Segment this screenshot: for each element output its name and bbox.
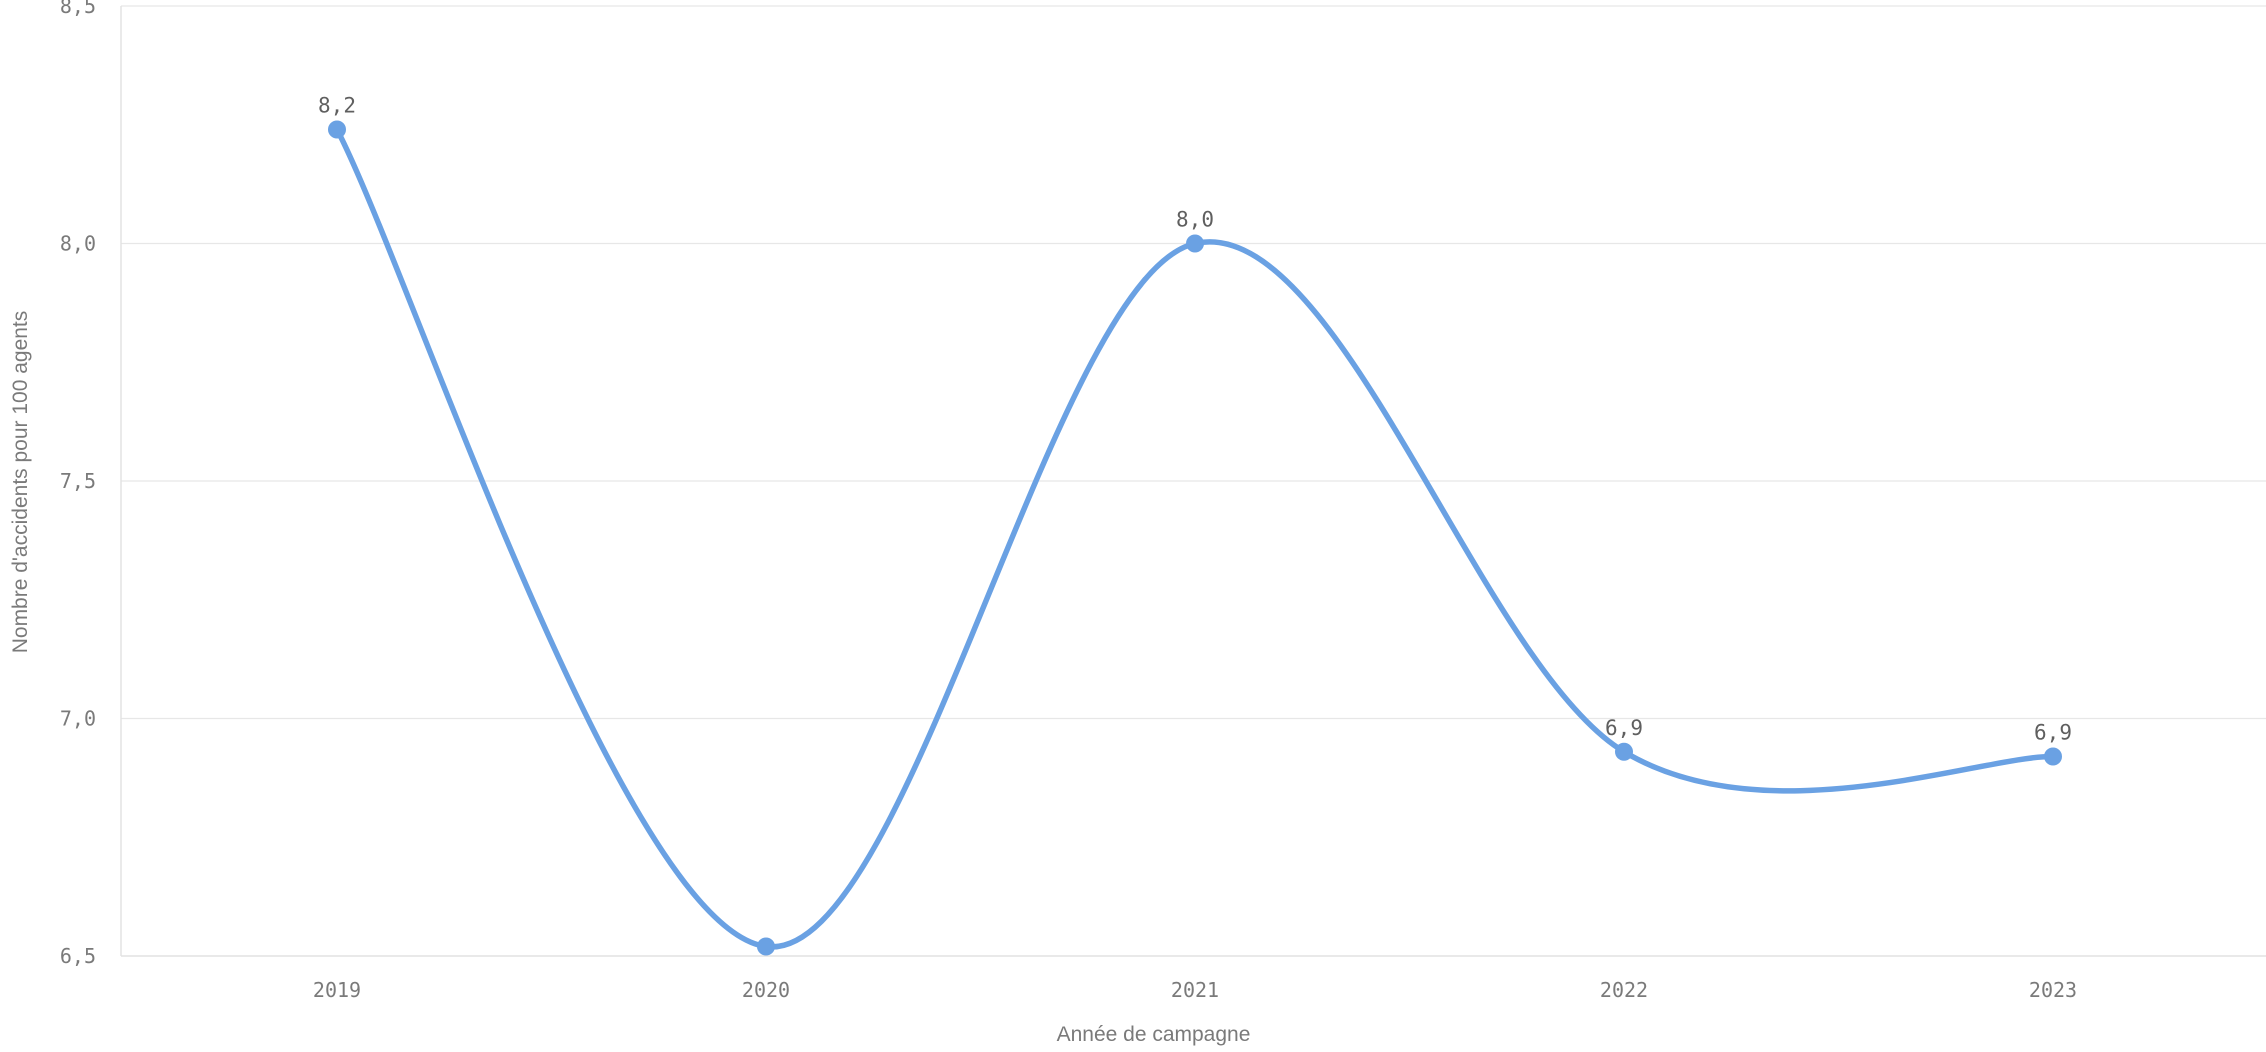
data-label-2023: 6,9 [2034, 721, 2072, 745]
y-tick-labels: 6,5 7,0 7,5 8,0 8,5 [60, 0, 96, 968]
data-labels: 8,2 8,0 6,9 6,9 [318, 94, 2072, 745]
data-point-2019[interactable] [328, 120, 346, 139]
x-tick-label: 2023 [2029, 978, 2077, 1002]
x-axis-title: Année de campagne [1057, 1023, 1251, 1046]
x-tick-label: 2021 [1171, 978, 1219, 1002]
data-point-2022[interactable] [1615, 742, 1633, 761]
y-tick-label: 7,5 [60, 469, 96, 493]
x-tick-labels: 2019 2020 2021 2022 2023 [313, 978, 2077, 1002]
series [328, 120, 2062, 956]
x-tick-label: 2020 [742, 978, 790, 1002]
y-tick-label: 8,5 [60, 0, 96, 18]
x-tick-label: 2019 [313, 978, 361, 1002]
grid [121, 5, 2266, 720]
y-tick-label: 6,5 [60, 944, 96, 968]
data-point-2021[interactable] [1186, 234, 1204, 253]
data-label-2021: 8,0 [1176, 208, 1214, 232]
axes [120, 6, 2266, 957]
data-label-2019: 8,2 [318, 94, 356, 118]
y-tick-label: 8,0 [60, 232, 96, 256]
series-line [334, 126, 2056, 950]
y-axis-title: Nombre d'accidents pour 100 agents [9, 311, 32, 654]
y-tick-label: 7,0 [60, 707, 96, 731]
data-point-2020[interactable] [757, 937, 775, 956]
data-label-2022: 6,9 [1605, 716, 1643, 740]
data-point-2023[interactable] [2044, 747, 2062, 766]
x-tick-label: 2022 [1600, 978, 1648, 1002]
